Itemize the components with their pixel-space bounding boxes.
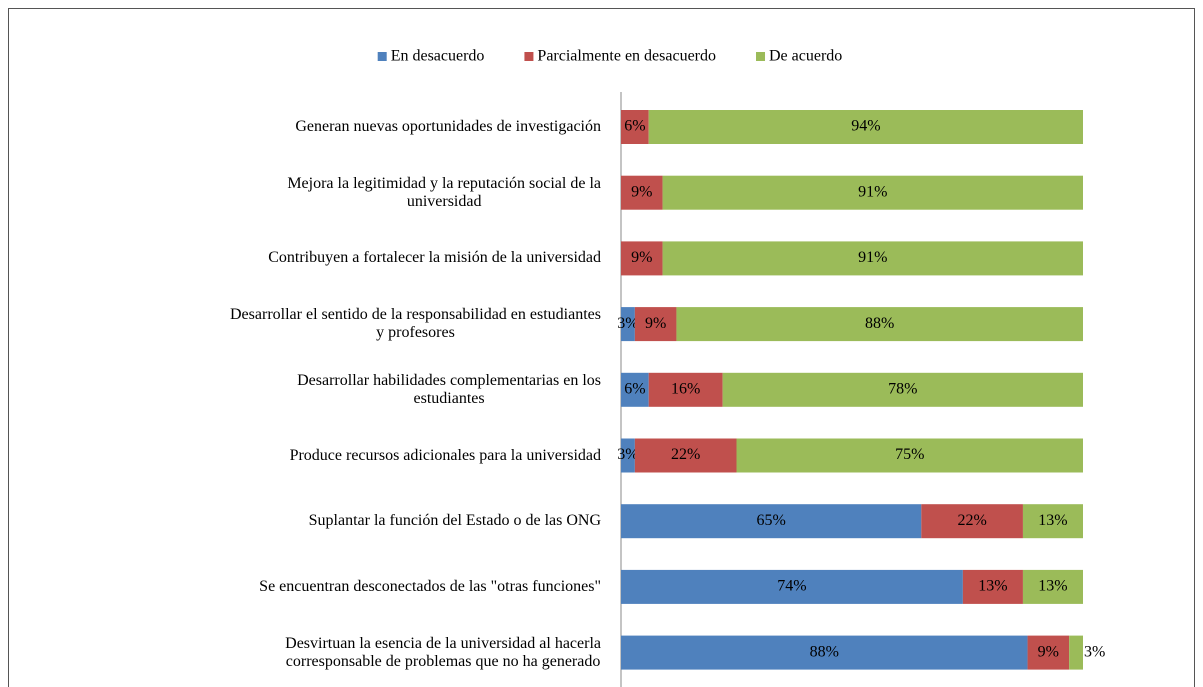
data-label: 88% [865, 315, 894, 332]
bar-segment [962, 569, 1023, 604]
legend-label: En desacuerdo [391, 48, 485, 65]
data-label: 6% [624, 380, 645, 397]
bar-segment [1027, 635, 1070, 670]
data-label: 13% [1038, 578, 1067, 595]
bar-segment [621, 569, 963, 604]
data-label: 3% [617, 315, 638, 332]
data-label: 91% [858, 249, 887, 266]
bar-segment [648, 110, 1083, 144]
bar-segment [676, 307, 1083, 342]
chart-border [8, 8, 1195, 687]
category-label: Suplantar la función del Estado o de las… [309, 512, 601, 530]
data-label: 3% [1084, 643, 1105, 660]
data-label: 16% [671, 380, 700, 397]
category-label: Desarrollar el sentido de la responsabil… [230, 306, 601, 342]
data-label: 6% [624, 118, 645, 135]
bar-segment [621, 307, 635, 342]
category-label: Se encuentran desconectados de las "otra… [259, 578, 601, 596]
bar-segment [621, 504, 922, 539]
bar-segment [1022, 504, 1083, 539]
bar-segment [736, 438, 1083, 473]
category-label: Contribuyen a fortalecer la misión de la… [268, 249, 601, 267]
category-text: Suplantar la función del Estado o de las… [308, 512, 601, 530]
bar-segment [1069, 635, 1083, 670]
bar-segment [648, 372, 723, 407]
bar-segment [621, 175, 663, 210]
legend-label: De acuerdo [769, 48, 842, 65]
category-text: Mejora la legitimidad y la reputación so… [287, 174, 601, 210]
category-label: Desvirtuan la esencia de la universidad … [285, 635, 601, 671]
bar-segment [921, 504, 1023, 539]
category-text: Se encuentran desconectados de las "otra… [259, 577, 601, 595]
legend-swatch [756, 52, 766, 61]
data-label: 3% [617, 446, 638, 463]
category-text: Produce recursos adicionales para la uni… [289, 446, 601, 464]
data-label: 9% [631, 183, 652, 200]
data-label: 9% [645, 315, 666, 332]
bar-segment [621, 372, 649, 407]
data-label: 88% [810, 643, 839, 660]
bar-segment [621, 438, 635, 473]
data-label: 22% [671, 446, 700, 463]
bar-segment [662, 241, 1083, 276]
data-label: 22% [957, 512, 986, 529]
bar-segment [662, 175, 1083, 210]
category-text: Desarrollar el sentido de la responsabil… [230, 306, 601, 342]
data-label: 75% [895, 446, 924, 463]
legend-swatch [377, 52, 387, 61]
category-label: Produce recursos adicionales para la uni… [290, 447, 601, 465]
bar-segment [634, 438, 737, 473]
bar-segment [621, 241, 663, 276]
bar-segment [1022, 569, 1083, 604]
legend-label: Parcialmente en desacuerdo [537, 48, 716, 65]
category-text: Desvirtuan la esencia de la universidad … [285, 634, 601, 670]
category-label: Mejora la legitimidad y la reputación so… [287, 175, 601, 211]
bar-segment [621, 635, 1028, 670]
bar-segment [621, 110, 649, 144]
data-label: 74% [777, 578, 806, 595]
data-label: 13% [978, 578, 1007, 595]
category-label: Generan nuevas oportunidades de investig… [295, 118, 601, 136]
category-text: Contribuyen a fortalecer la misión de la… [268, 249, 601, 267]
data-label: 78% [888, 380, 917, 397]
bar-segment [634, 307, 677, 342]
data-label: 91% [858, 183, 887, 200]
legend-swatch [524, 52, 534, 61]
data-label: 9% [1038, 643, 1059, 660]
category-label: Desarrollar habilidades complementarias … [297, 372, 601, 408]
data-label: 9% [631, 249, 652, 266]
data-label: 94% [851, 118, 880, 135]
data-label: 13% [1038, 512, 1067, 529]
category-text: Generan nuevas oportunidades de investig… [295, 118, 601, 135]
data-label: 65% [756, 512, 785, 529]
bar-segment [722, 372, 1083, 407]
category-text: Desarrollar habilidades complementarias … [297, 371, 601, 407]
